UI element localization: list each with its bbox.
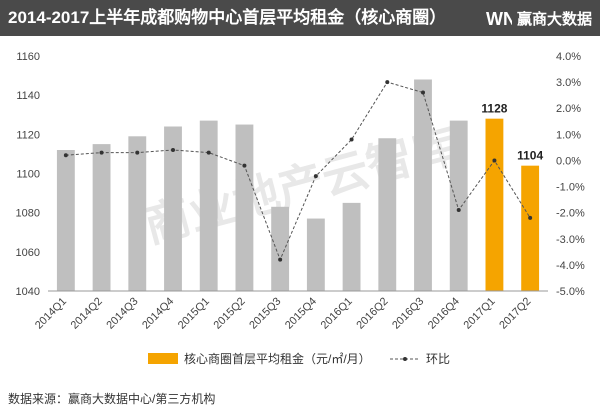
y-right-tick-label: 1.0% bbox=[556, 129, 581, 141]
x-tick-label: 2014Q3 bbox=[104, 295, 140, 331]
data-label: 1128 bbox=[481, 102, 507, 116]
source-text: 赢商大数据中心/第三方机构 bbox=[68, 392, 216, 406]
logo-letters: WN bbox=[486, 9, 512, 28]
bar bbox=[164, 126, 182, 291]
y-left-tick-label: 1120 bbox=[16, 129, 40, 141]
series-line bbox=[65, 81, 531, 262]
bar bbox=[485, 118, 504, 292]
x-tick-label: 2015Q4 bbox=[283, 295, 319, 331]
bar bbox=[306, 218, 325, 291]
source-note: 数据来源：赢商大数据中心/第三方机构 bbox=[0, 388, 600, 410]
line-point bbox=[171, 148, 175, 152]
y-left-tick-label: 1100 bbox=[16, 169, 40, 181]
y-left-tick-label: 1160 bbox=[16, 51, 40, 63]
bar bbox=[449, 120, 468, 291]
bar bbox=[271, 206, 290, 291]
x-tick-label: 2016Q4 bbox=[426, 295, 462, 331]
bar bbox=[521, 165, 540, 291]
line-point bbox=[456, 208, 461, 213]
line-point bbox=[242, 163, 247, 168]
line-point bbox=[63, 153, 68, 158]
y-left-tick-label: 1040 bbox=[16, 286, 40, 298]
x-tick-label: 2017Q1 bbox=[462, 295, 498, 331]
x-tick-label: 2016Q2 bbox=[354, 295, 390, 331]
bar bbox=[56, 150, 75, 291]
x-tick-label: 2015Q3 bbox=[247, 295, 283, 331]
legend-label-bar: 核心商圈首层平均租金（元/㎡/月） bbox=[184, 351, 371, 366]
line-point bbox=[135, 150, 140, 155]
brand-name: 赢商大数据 bbox=[516, 10, 592, 28]
line-point bbox=[385, 80, 390, 85]
line-point bbox=[278, 257, 283, 262]
bar bbox=[378, 138, 397, 291]
bar bbox=[235, 124, 254, 292]
y-right-tick-label: 2.0% bbox=[556, 103, 581, 115]
legend-label-line: 环比 bbox=[426, 352, 450, 366]
y-right-tick-label: 3.0% bbox=[556, 77, 581, 89]
brand-logo: WN 赢商大数据 bbox=[486, 0, 592, 36]
x-tick-label: 2014Q4 bbox=[140, 295, 176, 331]
y-left-tick-label: 1080 bbox=[16, 208, 40, 220]
y-right-tick-label: -5.0% bbox=[556, 286, 585, 298]
data-label: 1104 bbox=[517, 149, 543, 163]
logo-mark-icon: WN bbox=[486, 9, 512, 28]
line-point bbox=[206, 150, 211, 155]
x-tick-label: 2015Q2 bbox=[212, 295, 248, 331]
x-tick-label: 2015Q1 bbox=[176, 295, 212, 331]
page-title: 2014-2017上半年成都购物中心首层平均租金（核心商圈） bbox=[8, 8, 447, 27]
line-point bbox=[349, 137, 354, 142]
line-point bbox=[313, 174, 318, 179]
x-tick-label: 2014Q2 bbox=[69, 295, 105, 331]
bar bbox=[128, 136, 147, 291]
rent-chart: 商业地产云智库 1040106010801100112011401160-5.0… bbox=[16, 51, 585, 366]
y-left-tick-label: 1140 bbox=[16, 90, 40, 102]
line-point bbox=[492, 158, 497, 163]
y-right-tick-label: -1.0% bbox=[556, 182, 585, 194]
y-left-tick-label: 1060 bbox=[16, 247, 40, 259]
source-label: 数据来源： bbox=[8, 392, 69, 406]
bar bbox=[342, 202, 361, 291]
legend-point bbox=[403, 357, 407, 361]
x-tick-label: 2016Q3 bbox=[390, 295, 426, 331]
x-tick-label: 2014Q1 bbox=[33, 295, 69, 331]
y-right-tick-label: 0.0% bbox=[556, 155, 581, 167]
bar bbox=[199, 120, 218, 291]
line-point bbox=[421, 90, 425, 95]
line-point bbox=[528, 215, 533, 220]
line-point bbox=[99, 150, 104, 155]
y-right-tick-label: -2.0% bbox=[556, 208, 585, 220]
y-right-tick-label: -3.0% bbox=[556, 234, 585, 246]
bar bbox=[92, 144, 111, 291]
x-tick-label: 2016Q1 bbox=[319, 295, 355, 331]
y-right-tick-label: -4.0% bbox=[556, 260, 585, 272]
title-bar: 2014-2017上半年成都购物中心首层平均租金（核心商圈） WN 赢商大数据 bbox=[0, 0, 600, 36]
y-right-tick-label: 4.0% bbox=[556, 51, 581, 63]
bar bbox=[414, 79, 432, 291]
x-tick-label: 2017Q2 bbox=[497, 295, 533, 331]
legend-swatch-bar bbox=[148, 353, 178, 364]
